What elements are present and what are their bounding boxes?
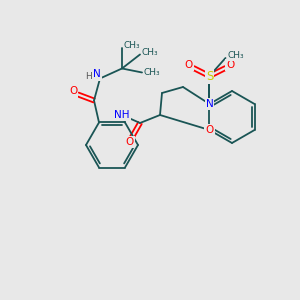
Text: O: O — [126, 137, 134, 147]
Text: CH₃: CH₃ — [144, 68, 160, 77]
Text: O: O — [69, 86, 77, 97]
Text: H: H — [85, 72, 92, 81]
Text: O: O — [206, 125, 214, 135]
Text: NH: NH — [114, 110, 130, 120]
Text: N: N — [206, 99, 213, 109]
Text: S: S — [206, 70, 213, 83]
Text: CH₃: CH₃ — [124, 41, 141, 50]
Text: O: O — [226, 60, 235, 70]
Text: CH₃: CH₃ — [227, 52, 244, 61]
Text: CH₃: CH₃ — [142, 48, 159, 57]
Text: O: O — [184, 60, 193, 70]
Text: N: N — [93, 70, 101, 80]
